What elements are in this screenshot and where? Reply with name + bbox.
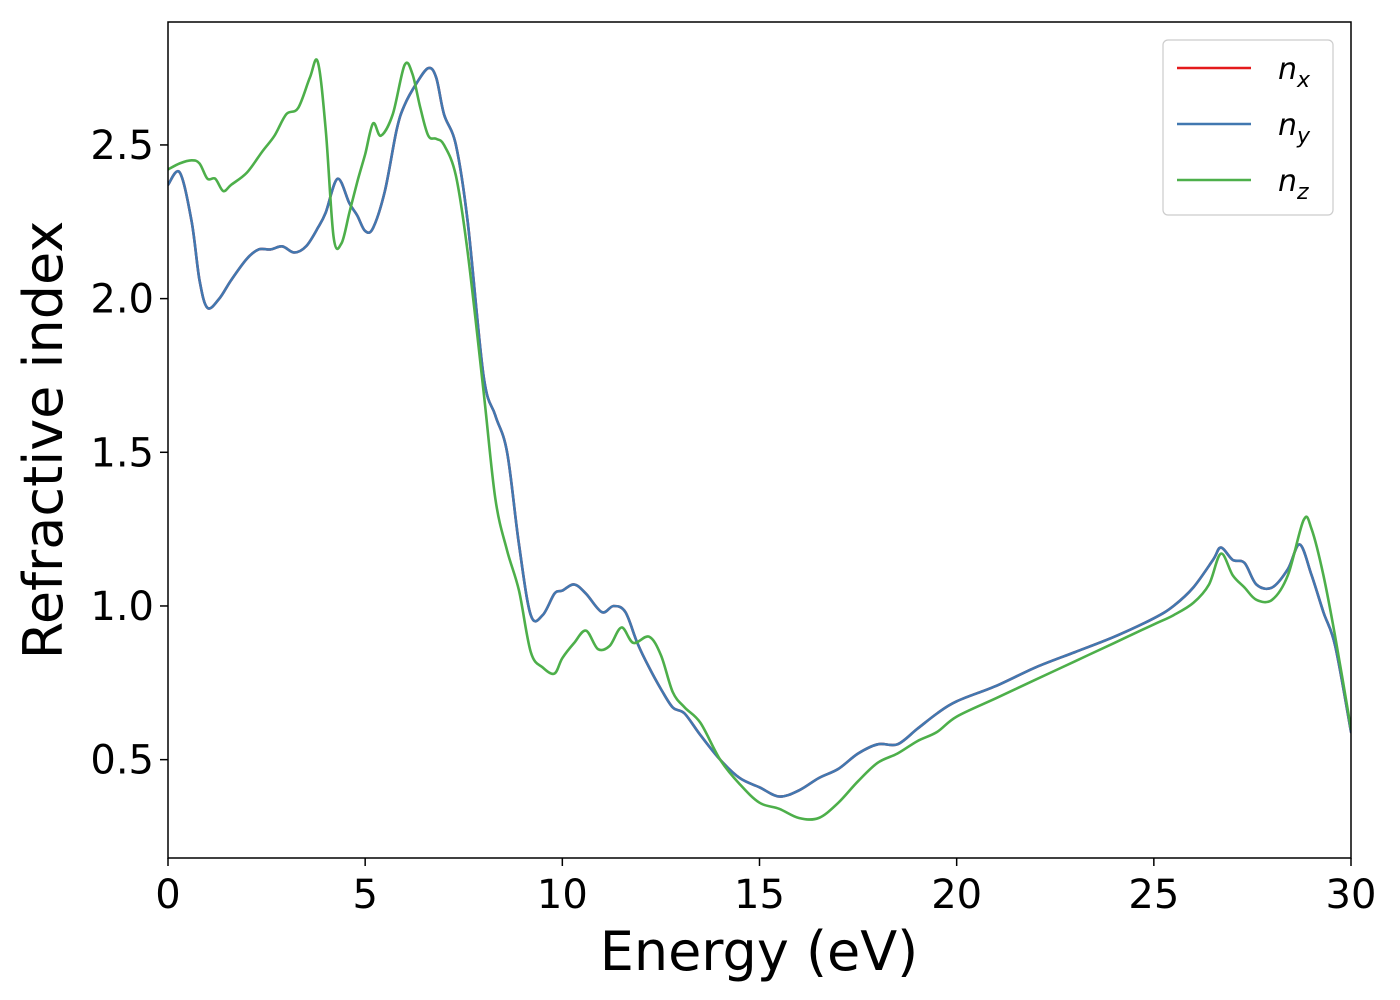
x-tick-label: 15: [734, 872, 785, 918]
legend-box: [1162, 39, 1334, 216]
x-tick-label: 25: [1128, 872, 1179, 918]
legend-label-base: n: [1278, 108, 1297, 143]
x-tick-label: 30: [1326, 872, 1377, 918]
y-tick-label: 2.0: [90, 277, 154, 323]
series-line-nz: [168, 58, 1351, 821]
y-axis: 0.5 1.0 1.5 2.0 2.5: [90, 123, 168, 784]
x-tick-label: 20: [931, 872, 982, 918]
series-line-ny: [168, 66, 1351, 798]
legend-label-base: n: [1278, 164, 1297, 199]
legend-label-ny: ny: [1278, 108, 1311, 149]
legend-label-subscript: x: [1296, 68, 1311, 93]
x-axis-label: Energy (eV): [600, 920, 919, 983]
legend-label-nx: nx: [1278, 52, 1311, 93]
x-tick-label: 0: [155, 872, 180, 918]
series-layer: [168, 58, 1351, 821]
legend-label-base: n: [1278, 52, 1297, 87]
x-axis: 0 5 10 15 20 25 30: [155, 858, 1376, 918]
y-tick-label: 0.5: [90, 738, 154, 784]
y-axis-label: Refractive index: [12, 221, 75, 660]
legend-label-nz: nz: [1278, 164, 1309, 205]
legend-label-subscript: z: [1296, 180, 1309, 205]
y-tick-label: 1.0: [90, 584, 154, 630]
x-tick-label: 5: [352, 872, 377, 918]
y-tick-label: 2.5: [90, 123, 154, 169]
y-tick-label: 1.5: [90, 430, 154, 476]
x-tick-label: 10: [537, 872, 588, 918]
legend-label-subscript: y: [1296, 124, 1311, 149]
